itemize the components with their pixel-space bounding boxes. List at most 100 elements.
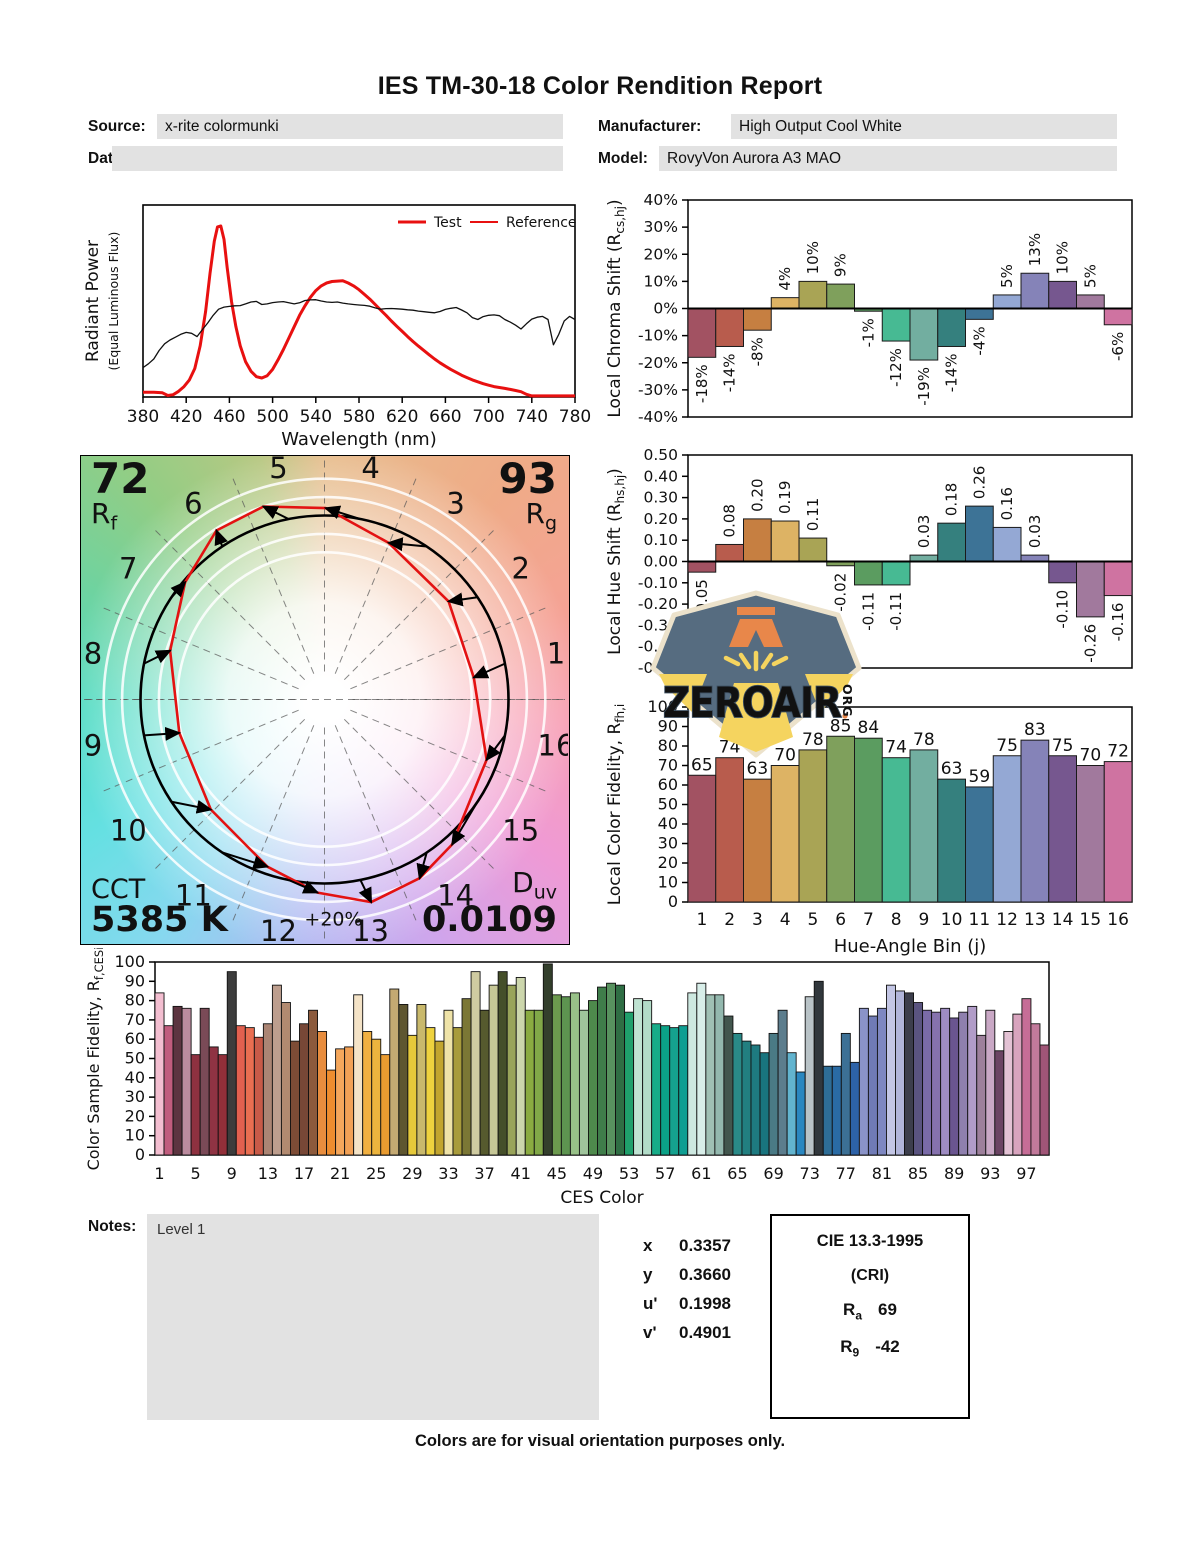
svg-text:-10%: -10%	[638, 327, 678, 345]
svg-text:93: 93	[980, 1164, 1000, 1183]
svg-text:-0.11: -0.11	[887, 592, 905, 631]
svg-text:2: 2	[724, 910, 735, 930]
svg-text:-30%: -30%	[638, 381, 678, 399]
svg-text:9%: 9%	[832, 253, 850, 277]
svg-text:16: 16	[538, 729, 568, 763]
svg-text:16: 16	[1107, 910, 1129, 930]
svg-text:0.10: 0.10	[643, 531, 678, 549]
svg-text:-19%: -19%	[915, 367, 933, 406]
svg-text:0.08: 0.08	[721, 504, 739, 537]
logo-beam-right	[805, 674, 853, 712]
cri-ra-row: Ra 69	[843, 1300, 897, 1323]
svg-text:63: 63	[941, 759, 963, 779]
svg-text:45: 45	[547, 1164, 567, 1183]
svg-text:-12%: -12%	[887, 348, 905, 387]
svg-text:20: 20	[125, 1106, 145, 1125]
svg-text:65: 65	[727, 1164, 747, 1183]
svg-text:10%: 10%	[644, 272, 678, 290]
svg-text:10%: 10%	[1054, 241, 1072, 274]
svg-text:0%: 0%	[653, 300, 678, 318]
svg-text:700: 700	[472, 407, 504, 427]
svg-text:30%: 30%	[644, 218, 678, 236]
svg-text:83: 83	[1024, 720, 1046, 740]
svg-text:-0.10: -0.10	[638, 574, 678, 592]
logo-dot	[842, 713, 848, 719]
svg-text:4%: 4%	[776, 267, 794, 291]
svg-text:-0.26: -0.26	[1081, 624, 1099, 663]
svg-text:8: 8	[84, 636, 102, 670]
svg-text:-4%: -4%	[970, 326, 988, 355]
svg-text:740: 740	[516, 407, 548, 427]
svg-text:15: 15	[502, 814, 539, 848]
svg-text:-40%: -40%	[638, 408, 678, 426]
svg-text:11: 11	[969, 910, 991, 930]
svg-text:10%: 10%	[804, 241, 822, 274]
svg-text:0: 0	[135, 1145, 145, 1164]
svg-text:30: 30	[658, 834, 678, 853]
svg-text:61: 61	[691, 1164, 711, 1183]
svg-text:12: 12	[260, 914, 297, 943]
svg-text:0.30: 0.30	[643, 489, 678, 507]
local-color-fidelity-chart: 0102030405060708090100651742633704785856…	[605, 697, 1133, 957]
svg-text:50: 50	[125, 1049, 145, 1068]
svg-text:13: 13	[352, 914, 389, 943]
svg-text:72: 72	[1107, 742, 1129, 762]
svg-text:4: 4	[780, 910, 791, 930]
svg-text:10: 10	[658, 873, 678, 892]
svg-text:84: 84	[858, 718, 880, 738]
source-label: Source:	[88, 118, 146, 135]
cri-title: CIE 13.3-1995	[816, 1232, 924, 1250]
svg-text:70: 70	[1080, 746, 1102, 766]
cri-summary-box: CIE 13.3-1995 (CRI) Ra 69 R9 -42	[770, 1214, 970, 1419]
svg-text:0.03: 0.03	[915, 515, 933, 548]
svg-text:33: 33	[438, 1164, 458, 1183]
svg-text:540: 540	[300, 407, 332, 427]
svg-text:85: 85	[830, 716, 852, 736]
svg-text:3: 3	[446, 486, 464, 520]
svg-text:CES Color: CES Color	[560, 1188, 643, 1206]
chromaticity-x: x 0.3357	[643, 1236, 731, 1255]
svg-text:580: 580	[343, 407, 375, 427]
model-label: Model:	[598, 150, 648, 167]
svg-text:29: 29	[402, 1164, 422, 1183]
svg-text:49: 49	[583, 1164, 603, 1183]
logo-wordmark: ZEROAIR	[663, 678, 842, 727]
svg-text:0.00: 0.00	[643, 553, 678, 571]
logo-badge-shape	[650, 590, 862, 758]
svg-text:13%: 13%	[1026, 233, 1044, 266]
svg-text:10: 10	[941, 910, 963, 930]
svg-text:0.50: 0.50	[643, 446, 678, 464]
source-value: x-rite colormunki	[157, 114, 563, 139]
svg-text:80: 80	[658, 736, 678, 755]
svg-text:0.40: 0.40	[643, 467, 678, 485]
duv-readout: Duv 0.0109	[421, 866, 557, 940]
svg-text:-18%: -18%	[693, 364, 711, 403]
svg-text:14: 14	[437, 879, 474, 913]
svg-text:-0.02: -0.02	[832, 573, 850, 612]
svg-text:60: 60	[125, 1029, 145, 1048]
svg-text:14: 14	[1052, 910, 1074, 930]
logo-rays	[723, 650, 789, 672]
svg-text:660: 660	[429, 407, 461, 427]
svg-text:80: 80	[125, 991, 145, 1010]
svg-text:60: 60	[658, 775, 678, 794]
svg-text:5: 5	[807, 910, 818, 930]
date-value	[112, 146, 563, 171]
svg-text:3: 3	[752, 910, 763, 930]
svg-text:78: 78	[913, 730, 935, 750]
svg-text:20: 20	[658, 853, 678, 872]
cct-readout: CCT 5385 K	[91, 874, 228, 940]
svg-text:7: 7	[119, 551, 137, 585]
svg-text:77: 77	[836, 1164, 856, 1183]
manufacturer-value: High Output Cool White	[731, 114, 1117, 139]
svg-text:Color Sample Fidelity, Rf,CESi: Color Sample Fidelity, Rf,CESi	[84, 948, 106, 1170]
svg-text:12: 12	[996, 910, 1018, 930]
svg-text:0.16: 0.16	[998, 487, 1016, 520]
svg-text:0.03: 0.03	[1026, 515, 1044, 548]
logo-beam-center	[719, 683, 793, 752]
svg-text:70: 70	[774, 746, 796, 766]
svg-text:420: 420	[170, 407, 202, 427]
svg-text:53: 53	[619, 1164, 639, 1183]
svg-text:-6%: -6%	[1109, 332, 1127, 361]
